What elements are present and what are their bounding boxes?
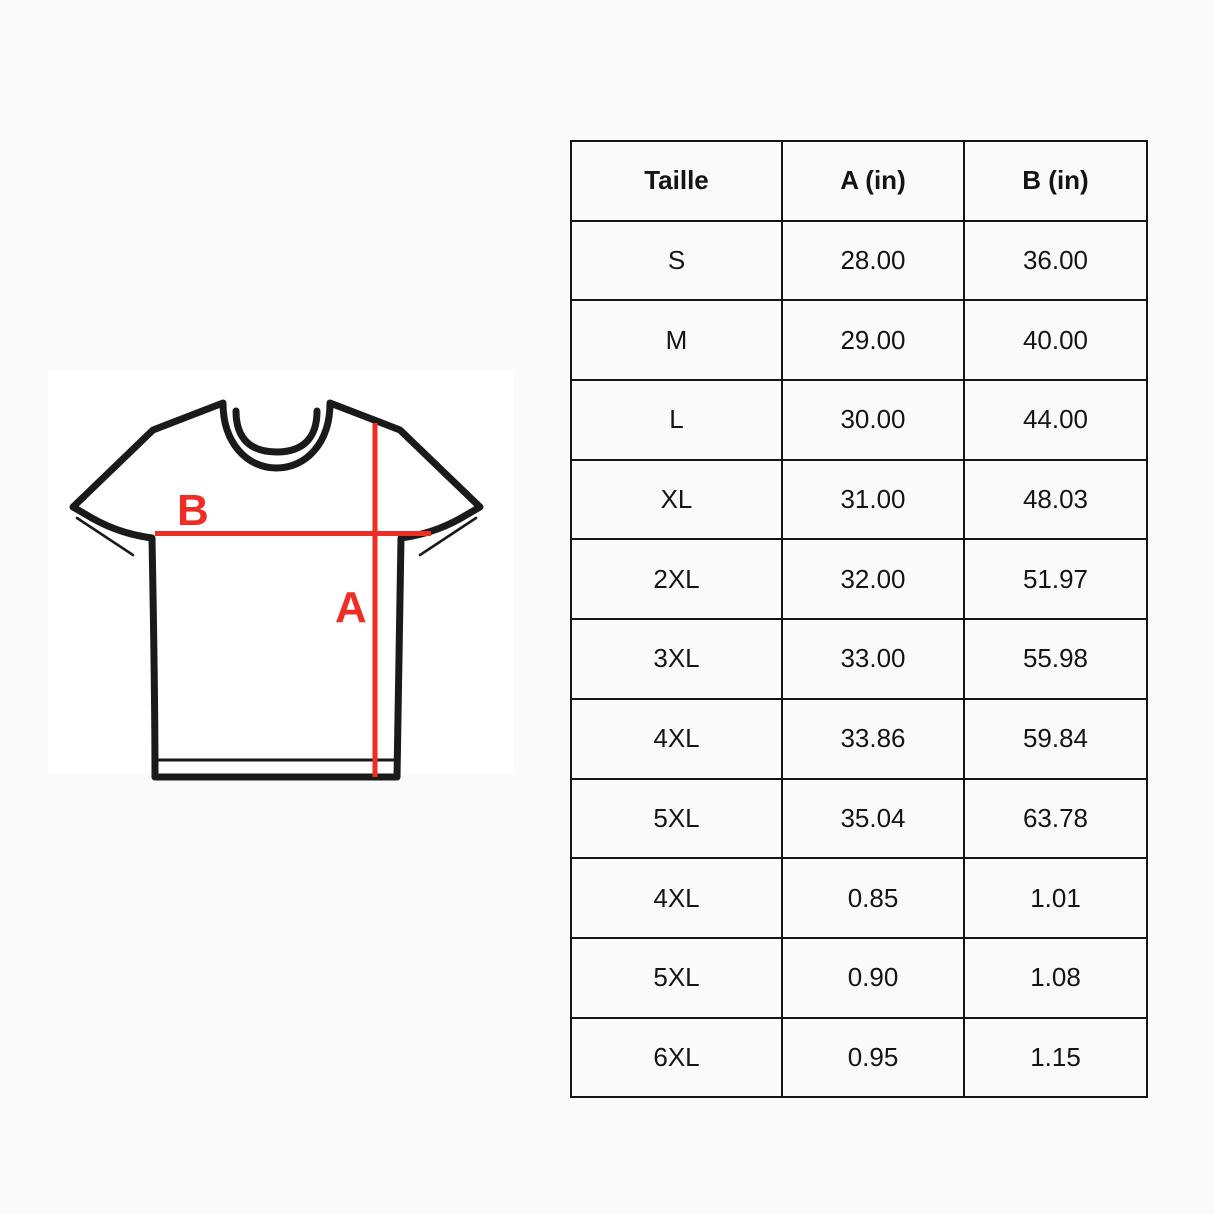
svg-text:A: A <box>335 583 367 632</box>
svg-text:B: B <box>177 486 209 535</box>
